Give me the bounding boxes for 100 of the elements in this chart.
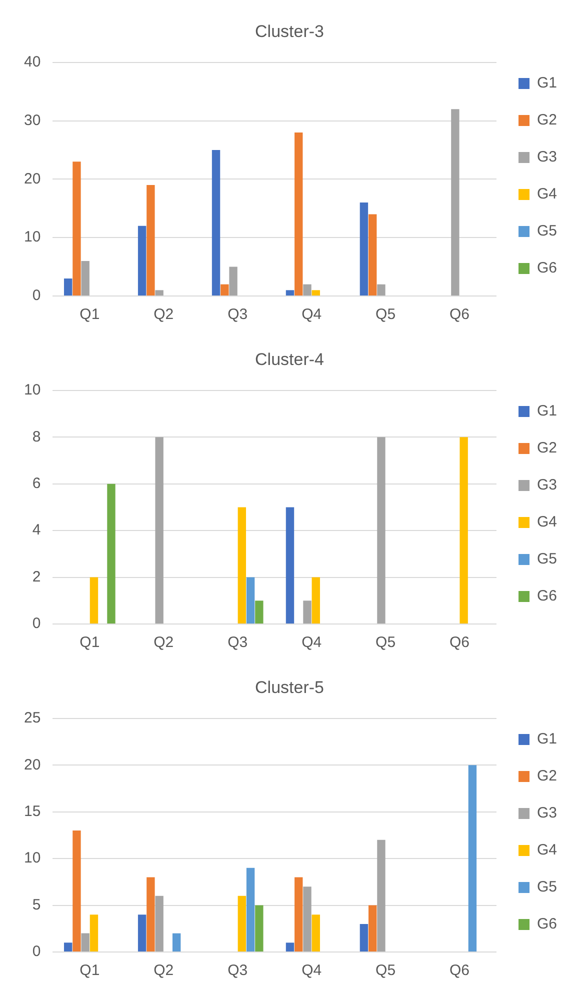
legend-label: G2 xyxy=(536,112,558,129)
bar xyxy=(64,942,72,952)
x-tick-label: Q4 xyxy=(302,634,322,652)
bar xyxy=(294,132,303,296)
legend-label: G3 xyxy=(536,476,558,494)
y-tick-label: 0 xyxy=(32,287,41,304)
bar xyxy=(138,226,146,296)
bar xyxy=(377,284,386,296)
legend-label: G1 xyxy=(536,730,558,748)
bar xyxy=(155,290,164,296)
bar xyxy=(64,278,72,296)
y-tick-label: 6 xyxy=(32,474,41,492)
bar xyxy=(294,877,303,952)
x-tick-label: Q4 xyxy=(302,306,322,324)
bar xyxy=(368,214,377,296)
bar xyxy=(146,185,155,296)
chart-title: Cluster-3 xyxy=(255,22,324,41)
legend-label: G2 xyxy=(536,440,558,457)
bar xyxy=(303,600,312,624)
x-tick-label: Q1 xyxy=(80,634,100,652)
x-tick-label: Q2 xyxy=(154,634,174,652)
legend-label: G1 xyxy=(536,74,558,92)
legend-label: G1 xyxy=(536,402,558,420)
bar xyxy=(246,868,255,952)
bar xyxy=(377,437,386,624)
bar xyxy=(312,577,320,624)
y-tick-label: 10 xyxy=(24,228,41,246)
x-tick-label: Q5 xyxy=(376,962,396,980)
bar xyxy=(155,896,164,952)
bar xyxy=(90,914,98,952)
bar xyxy=(146,877,155,952)
bar xyxy=(368,905,377,952)
bar xyxy=(360,202,368,296)
x-tick-label: Q1 xyxy=(80,306,100,324)
bar xyxy=(451,109,460,296)
x-tick-label: Q3 xyxy=(228,962,248,980)
x-tick-label: Q6 xyxy=(450,634,470,652)
y-tick-label: 0 xyxy=(32,615,41,632)
y-tick-label: 15 xyxy=(24,802,41,820)
y-tick-label: 10 xyxy=(24,850,41,867)
x-tick-label: Q2 xyxy=(154,962,174,980)
chart-title: Cluster-4 xyxy=(255,350,324,369)
x-tick-label: Q6 xyxy=(450,306,470,324)
x-tick-label: Q5 xyxy=(376,634,396,652)
bar xyxy=(212,150,220,296)
legend-label: G5 xyxy=(536,222,558,240)
bar xyxy=(246,577,255,624)
bar xyxy=(286,290,294,296)
bar xyxy=(286,942,294,952)
y-tick-label: 20 xyxy=(24,756,41,774)
y-tick-label: 40 xyxy=(24,54,41,71)
x-tick-label: Q3 xyxy=(228,306,248,324)
y-tick-label: 8 xyxy=(32,428,41,446)
bar xyxy=(255,905,264,952)
y-tick-label: 2 xyxy=(32,568,41,586)
bar xyxy=(468,765,477,952)
bar xyxy=(286,507,294,624)
bar xyxy=(255,600,264,624)
legend-label: G2 xyxy=(536,768,558,785)
legend-label: G6 xyxy=(536,260,558,277)
bar xyxy=(90,577,98,624)
x-tick-label: Q5 xyxy=(376,306,396,324)
bar xyxy=(360,924,368,952)
x-tick-label: Q2 xyxy=(154,306,174,324)
bar xyxy=(172,933,181,952)
legend-label: G6 xyxy=(536,588,558,605)
legend-label: G5 xyxy=(536,878,558,896)
y-tick-label: 4 xyxy=(32,522,41,539)
bar xyxy=(155,437,164,624)
y-tick-label: 10 xyxy=(24,382,41,399)
bar xyxy=(72,162,81,296)
legend-label: G6 xyxy=(536,916,558,933)
chart-title: Cluster-5 xyxy=(255,678,324,697)
x-tick-label: Q1 xyxy=(80,962,100,980)
bar xyxy=(81,260,90,296)
bar xyxy=(220,284,229,296)
bar xyxy=(81,933,90,952)
bar xyxy=(303,284,312,296)
bar xyxy=(238,507,246,624)
bar xyxy=(312,290,320,296)
x-tick-label: Q6 xyxy=(450,962,470,980)
legend-label: G4 xyxy=(536,186,558,203)
bar xyxy=(229,266,238,296)
bar xyxy=(72,830,81,952)
bar xyxy=(312,914,320,952)
y-tick-label: 5 xyxy=(32,896,41,914)
y-tick-label: 30 xyxy=(24,112,41,129)
bar xyxy=(377,840,386,952)
x-tick-label: Q3 xyxy=(228,634,248,652)
bar xyxy=(238,896,246,952)
legend-label: G4 xyxy=(536,842,558,859)
bar xyxy=(138,914,146,952)
y-tick-label: 0 xyxy=(32,943,41,960)
y-tick-label: 25 xyxy=(24,710,41,727)
bar xyxy=(460,437,468,624)
y-tick-label: 20 xyxy=(24,170,41,188)
legend-label: G5 xyxy=(536,550,558,568)
legend-label: G3 xyxy=(536,148,558,166)
x-tick-label: Q4 xyxy=(302,962,322,980)
legend-label: G4 xyxy=(536,514,558,531)
